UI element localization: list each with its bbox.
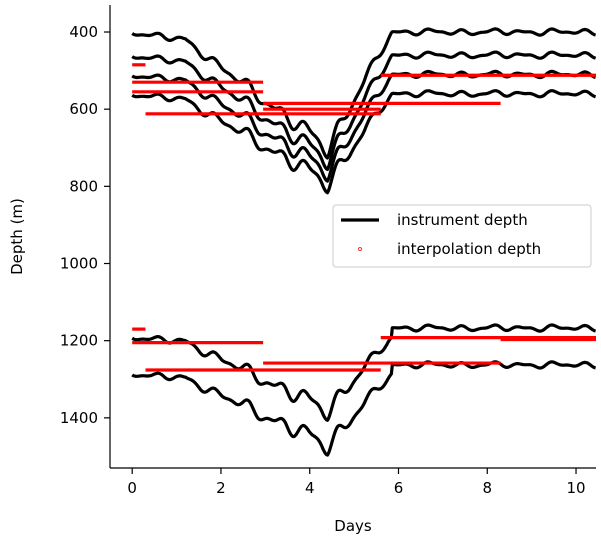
legend-label-instrument-depth: instrument depth: [397, 211, 528, 229]
instrument-depth-line-4: [131, 89, 596, 195]
x-tick-label: 2: [216, 479, 226, 497]
y-tick-label: 800: [69, 177, 98, 195]
y-tick-label: 1000: [60, 255, 98, 273]
plot-area: [131, 27, 596, 457]
y-tick-label: 1200: [60, 332, 98, 350]
instrument-depth-line-5: [131, 323, 596, 422]
x-tick-label: 6: [394, 479, 404, 497]
instrument-depth-line-1: [131, 27, 596, 160]
x-tick-label: 4: [305, 479, 315, 497]
legend-label-interpolation-depth: interpolation depth: [397, 240, 541, 258]
instrument-depth-line-2: [131, 50, 596, 172]
instrument-depth-line-3: [131, 69, 596, 183]
y-axis-label: Depth (m): [8, 198, 26, 275]
y-tick-label: 600: [69, 100, 98, 118]
y-tick-label: 400: [69, 23, 98, 41]
x-tick-label: 10: [566, 479, 585, 497]
legend-box: [332, 204, 592, 268]
instrument-depth-line-6: [131, 360, 596, 457]
legend-point-swatch: [358, 247, 362, 251]
axes: 0 2 4 6 8 10 400 600 800 1000 1200 1400 Days Depth (m…: [8, 5, 596, 535]
x-axis-label: Days: [334, 517, 372, 535]
x-tick-label: 0: [127, 479, 137, 497]
x-tick-label: 8: [482, 479, 492, 497]
legend: instrument depth interpolation depth: [332, 204, 592, 268]
y-tick-label: 1400: [60, 409, 98, 427]
